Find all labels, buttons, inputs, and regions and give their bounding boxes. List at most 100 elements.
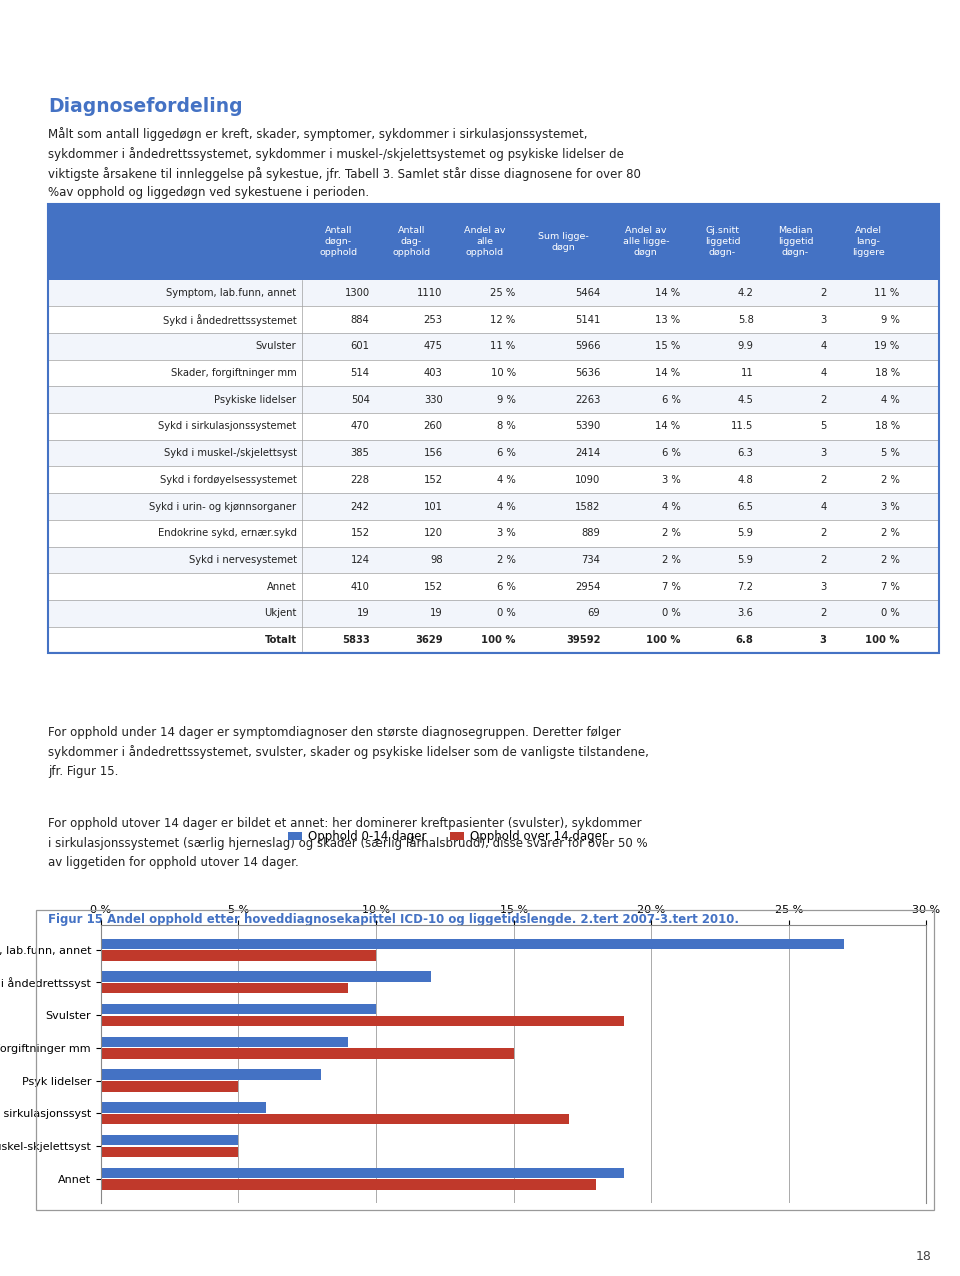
Text: 385: 385 — [350, 448, 370, 458]
Text: Sykd i fordøyelsessystemet: Sykd i fordøyelsessystemet — [159, 475, 297, 485]
Text: 11.5: 11.5 — [732, 421, 754, 431]
Text: 2414: 2414 — [575, 448, 600, 458]
Bar — [48, 387, 939, 413]
Text: 8 %: 8 % — [497, 421, 516, 431]
Text: 4 %: 4 % — [661, 501, 681, 512]
Text: 15 %: 15 % — [656, 342, 681, 351]
Bar — [48, 573, 939, 600]
Text: 5.9: 5.9 — [737, 528, 754, 538]
Bar — [101, 1168, 624, 1178]
Bar — [48, 627, 939, 653]
Text: 3 %: 3 % — [661, 475, 681, 485]
Text: 2954: 2954 — [575, 582, 600, 592]
Bar — [48, 493, 939, 519]
Text: 7 %: 7 % — [881, 582, 900, 592]
Text: 14 %: 14 % — [656, 421, 681, 431]
Bar — [101, 1069, 321, 1079]
Text: 101: 101 — [423, 501, 443, 512]
Text: Diagnosefordeling: Diagnosefordeling — [48, 97, 243, 116]
Text: 11: 11 — [741, 367, 754, 378]
Text: 18 %: 18 % — [875, 421, 900, 431]
Text: 2: 2 — [820, 528, 827, 538]
Text: 100 %: 100 % — [481, 635, 516, 644]
Text: 6 %: 6 % — [497, 448, 516, 458]
Text: 4 %: 4 % — [881, 394, 900, 404]
Bar — [101, 939, 844, 949]
Text: 14 %: 14 % — [656, 288, 681, 299]
Text: 228: 228 — [350, 475, 370, 485]
Text: 4 %: 4 % — [497, 475, 516, 485]
Text: 6 %: 6 % — [661, 448, 681, 458]
Text: 514: 514 — [350, 367, 370, 378]
Bar — [101, 971, 431, 981]
Text: 2 %: 2 % — [881, 555, 900, 565]
Text: 3: 3 — [820, 635, 827, 644]
Text: 2 %: 2 % — [661, 555, 681, 565]
Text: Andel
lang-
liggere: Andel lang- liggere — [852, 226, 885, 258]
Bar — [48, 440, 939, 467]
Text: 253: 253 — [423, 315, 443, 324]
Text: 5390: 5390 — [575, 421, 600, 431]
Text: 5141: 5141 — [575, 315, 600, 324]
Text: Symptom, lab.funn, annet: Symptom, lab.funn, annet — [166, 288, 297, 299]
Text: 5464: 5464 — [575, 288, 600, 299]
Bar — [101, 1004, 376, 1014]
Text: 14 %: 14 % — [656, 367, 681, 378]
Text: 504: 504 — [350, 394, 370, 404]
Text: 69: 69 — [588, 609, 600, 619]
Text: Sykd i sirkulasjonssystemet: Sykd i sirkulasjonssystemet — [158, 421, 297, 431]
Text: 19: 19 — [430, 609, 443, 619]
Text: 260: 260 — [423, 421, 443, 431]
Text: 6 %: 6 % — [497, 582, 516, 592]
Text: 120: 120 — [423, 528, 443, 538]
Text: 601: 601 — [350, 342, 370, 351]
Text: 7 %: 7 % — [661, 582, 681, 592]
Text: 6.8: 6.8 — [735, 635, 754, 644]
Text: Sykd i nervesystemet: Sykd i nervesystemet — [188, 555, 297, 565]
Text: 2: 2 — [820, 475, 827, 485]
Text: 19: 19 — [357, 609, 370, 619]
Text: 4.2: 4.2 — [737, 288, 754, 299]
Text: 3.6: 3.6 — [737, 609, 754, 619]
Text: 2: 2 — [820, 288, 827, 299]
Text: 4.5: 4.5 — [737, 394, 754, 404]
Text: 6.5: 6.5 — [737, 501, 754, 512]
Text: 156: 156 — [423, 448, 443, 458]
Text: Median
liggetid
døgn-: Median liggetid døgn- — [778, 226, 813, 258]
Text: 19 %: 19 % — [875, 342, 900, 351]
Text: 2263: 2263 — [575, 394, 600, 404]
Text: 5.8: 5.8 — [737, 315, 754, 324]
Text: 11 %: 11 % — [875, 288, 900, 299]
Text: 475: 475 — [423, 342, 443, 351]
Bar — [48, 360, 939, 387]
Bar — [48, 467, 939, 493]
Bar — [48, 279, 939, 306]
Text: 4 %: 4 % — [497, 501, 516, 512]
Text: 403: 403 — [424, 367, 443, 378]
Text: Skader, forgiftninger mm: Skader, forgiftninger mm — [171, 367, 297, 378]
Bar — [101, 1134, 238, 1146]
Text: Andel av
alle ligge-
døgn: Andel av alle ligge- døgn — [622, 226, 669, 258]
Text: 330: 330 — [424, 394, 443, 404]
Text: Ukjent: Ukjent — [264, 609, 297, 619]
Text: 152: 152 — [423, 582, 443, 592]
Legend: Opphold 0-14 dager, Opphold over 14 dager: Opphold 0-14 dager, Opphold over 14 dage… — [283, 826, 612, 847]
Text: 124: 124 — [350, 555, 370, 565]
Text: For opphold utover 14 dager er bildet et annet: her dominerer kreftpasienter (sv: For opphold utover 14 dager er bildet et… — [48, 818, 648, 869]
Bar — [101, 1114, 568, 1124]
Bar — [101, 1049, 514, 1059]
Text: 242: 242 — [350, 501, 370, 512]
Text: Målt som antall liggedøgn er kreft, skader, symptomer, sykdommer i sirkulasjonss: Målt som antall liggedøgn er kreft, skad… — [48, 126, 641, 199]
Text: Antall
dag-
opphold: Antall dag- opphold — [393, 226, 430, 258]
Text: 2 %: 2 % — [881, 528, 900, 538]
Text: 0 %: 0 % — [661, 609, 681, 619]
Text: 734: 734 — [582, 555, 600, 565]
Text: 5: 5 — [820, 421, 827, 431]
Text: Psykiske lidelser: Psykiske lidelser — [214, 394, 297, 404]
Text: 1582: 1582 — [575, 501, 600, 512]
Text: 10 %: 10 % — [491, 367, 516, 378]
Text: 2 %: 2 % — [661, 528, 681, 538]
Text: Endokrine sykd, ernær.sykd: Endokrine sykd, ernær.sykd — [157, 528, 297, 538]
Bar — [101, 1147, 238, 1157]
Bar — [101, 1036, 348, 1048]
